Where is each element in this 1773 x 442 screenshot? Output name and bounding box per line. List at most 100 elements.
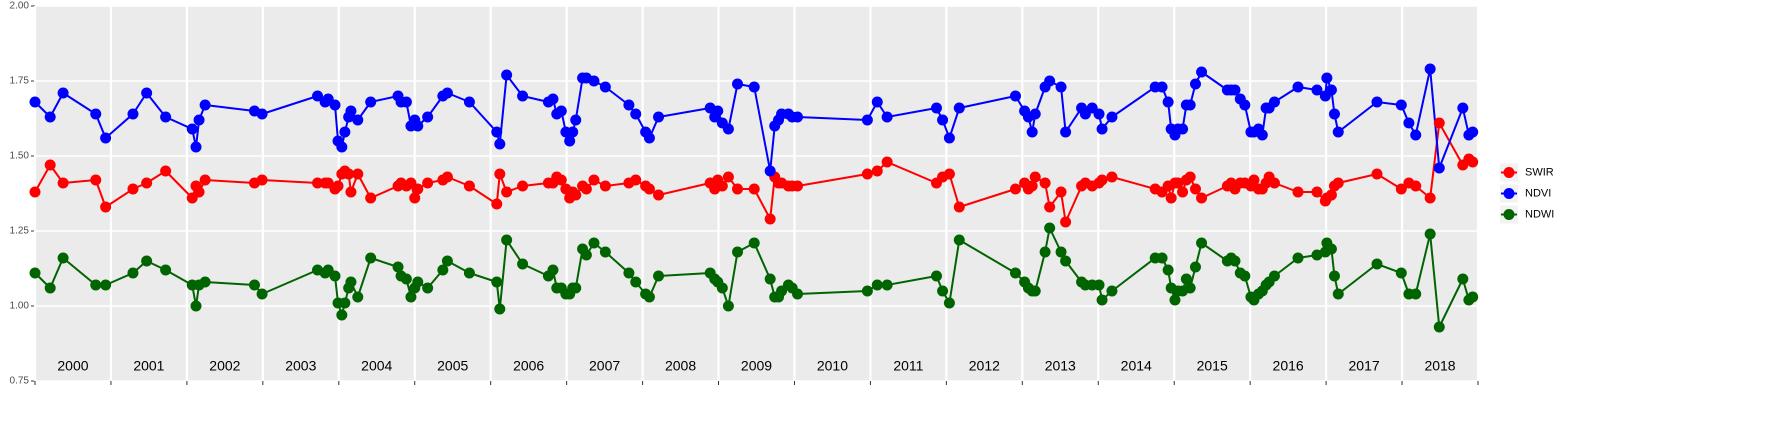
data-point (422, 177, 434, 189)
data-point (1325, 189, 1337, 201)
legend-key-point (1503, 209, 1515, 220)
data-point (1162, 264, 1174, 276)
data-point (570, 189, 582, 201)
data-point (764, 165, 776, 177)
data-point (1395, 267, 1407, 279)
data-point (352, 168, 364, 180)
data-point (1325, 243, 1337, 255)
data-point (570, 282, 582, 294)
data-point (199, 174, 211, 186)
year-label: 2012 (969, 358, 1000, 374)
data-point (501, 234, 513, 246)
data-point (792, 288, 804, 300)
year-label: 2015 (1197, 358, 1228, 374)
data-point (1292, 186, 1304, 198)
data-point (1239, 270, 1251, 282)
data-point (555, 174, 567, 186)
data-point (100, 132, 112, 144)
data-point (345, 105, 357, 117)
data-point (141, 255, 153, 267)
data-point (517, 258, 529, 270)
data-point (792, 180, 804, 192)
data-point (1268, 270, 1280, 282)
data-point (1096, 174, 1108, 186)
data-point (653, 270, 665, 282)
data-point (653, 189, 665, 201)
data-point (653, 111, 665, 123)
data-point (1433, 162, 1445, 174)
data-point (748, 81, 760, 93)
data-point (881, 111, 893, 123)
data-point (1096, 123, 1108, 135)
year-label: 2007 (589, 358, 620, 374)
year-label: 2000 (57, 358, 88, 374)
data-point (90, 174, 102, 186)
year-label: 2006 (513, 358, 544, 374)
data-point (339, 126, 351, 138)
data-point (1424, 63, 1436, 75)
data-point (547, 93, 559, 105)
data-point (127, 267, 139, 279)
data-point (352, 114, 364, 126)
data-point (256, 288, 268, 300)
data-point (643, 132, 655, 144)
data-point (1433, 321, 1445, 333)
data-point (127, 108, 139, 120)
year-label: 2005 (437, 358, 468, 374)
data-point (248, 279, 260, 291)
data-point (329, 270, 341, 282)
data-point (1009, 267, 1021, 279)
data-point (861, 168, 873, 180)
data-point (1055, 186, 1067, 198)
data-point (748, 237, 760, 249)
data-point (1256, 129, 1268, 141)
data-point (1106, 285, 1118, 297)
data-point (1328, 270, 1340, 282)
data-point (332, 180, 344, 192)
data-point (494, 138, 506, 150)
data-point (599, 246, 611, 258)
data-point (312, 177, 324, 189)
data-point (1410, 129, 1422, 141)
data-point (1055, 81, 1067, 93)
data-point (44, 111, 56, 123)
data-point (953, 201, 965, 213)
data-point (1410, 288, 1422, 300)
data-point (722, 171, 734, 183)
data-point (764, 213, 776, 225)
data-point (1403, 117, 1415, 129)
data-point (1196, 237, 1208, 249)
data-point (405, 291, 417, 303)
year-label: 2001 (133, 358, 164, 374)
data-point (871, 165, 883, 177)
data-point (732, 183, 744, 195)
data-point (792, 111, 804, 123)
legend-label: NDVI (1525, 187, 1551, 199)
data-point (732, 246, 744, 258)
data-point (580, 183, 592, 195)
data-point (1096, 294, 1108, 306)
data-point (1029, 108, 1041, 120)
y-tick-label: 1.75 (10, 76, 30, 87)
data-point (1189, 261, 1201, 273)
data-point (44, 159, 56, 171)
data-point (1093, 108, 1105, 120)
data-point (881, 279, 893, 291)
data-point (57, 252, 69, 264)
data-point (570, 114, 582, 126)
y-tick-label: 1.25 (10, 226, 30, 237)
data-point (1410, 180, 1422, 192)
data-point (437, 264, 449, 276)
data-point (1009, 90, 1021, 102)
data-point (953, 102, 965, 114)
data-point (943, 132, 955, 144)
data-point (1060, 126, 1072, 138)
data-point (1060, 216, 1072, 228)
data-point (1039, 246, 1051, 258)
data-point (564, 135, 576, 147)
data-point (29, 96, 41, 108)
data-point (1093, 279, 1105, 291)
data-point (1332, 126, 1344, 138)
data-point (716, 282, 728, 294)
data-point (643, 291, 655, 303)
